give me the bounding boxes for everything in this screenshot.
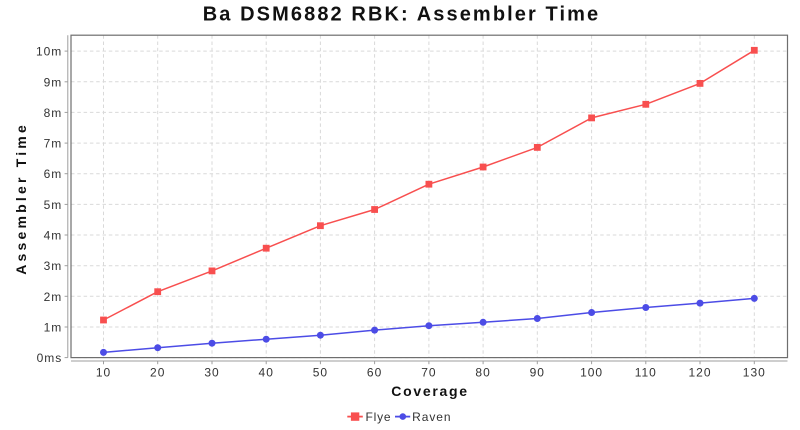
svg-text:50: 50 — [313, 366, 328, 380]
svg-text:90: 90 — [530, 366, 545, 380]
svg-text:20: 20 — [150, 366, 165, 380]
svg-text:Coverage: Coverage — [391, 383, 468, 399]
svg-text:100: 100 — [580, 366, 603, 380]
svg-text:1m: 1m — [44, 321, 63, 335]
svg-text:Assembler Time: Assembler Time — [13, 122, 29, 275]
svg-text:4m: 4m — [44, 229, 63, 243]
svg-text:Flye: Flye — [366, 410, 392, 424]
svg-text:7m: 7m — [44, 137, 63, 151]
svg-text:5m: 5m — [44, 198, 63, 212]
svg-text:110: 110 — [635, 366, 657, 380]
svg-text:6m: 6m — [44, 167, 63, 181]
svg-text:80: 80 — [475, 366, 490, 380]
svg-text:0ms: 0ms — [37, 351, 63, 365]
svg-text:Ba DSM6882 RBK: Assembler Time: Ba DSM6882 RBK: Assembler Time — [203, 4, 601, 26]
svg-text:120: 120 — [688, 366, 711, 380]
svg-text:8m: 8m — [44, 106, 63, 120]
svg-text:30: 30 — [204, 366, 219, 380]
svg-text:10m: 10m — [36, 45, 62, 59]
svg-text:9m: 9m — [44, 75, 63, 89]
svg-text:10: 10 — [96, 366, 111, 380]
svg-text:2m: 2m — [44, 290, 63, 304]
svg-text:130: 130 — [743, 366, 766, 380]
svg-text:Raven: Raven — [412, 410, 451, 424]
svg-text:70: 70 — [421, 366, 436, 380]
svg-text:3m: 3m — [44, 259, 63, 273]
svg-text:60: 60 — [367, 366, 382, 380]
svg-text:40: 40 — [259, 366, 274, 380]
